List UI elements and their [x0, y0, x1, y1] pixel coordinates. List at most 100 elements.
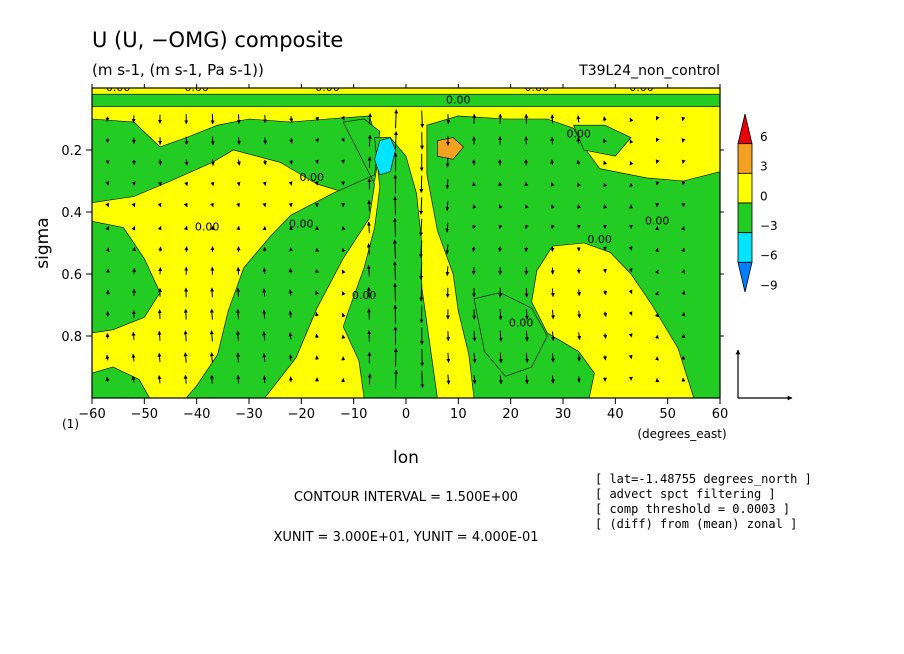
- vector-161: [418, 218, 423, 237]
- note-line-4: [ (diff) from (mean) zonal ]: [595, 517, 797, 531]
- vector-45: [184, 246, 189, 252]
- vector-231: [551, 331, 556, 341]
- vector-192: [472, 330, 477, 342]
- y-tick-label-0: 0.2: [61, 144, 82, 159]
- x-axis: −60 −50 −40 −30 −20 −10 0 10 20 30 40 50 60: [78, 84, 728, 422]
- vector-283: [654, 334, 659, 339]
- y-axis-label: sigma: [33, 217, 53, 268]
- vector-270: [628, 333, 633, 338]
- x-tick-label-3: −30: [235, 407, 262, 422]
- vector-107: [314, 181, 319, 186]
- vector-292: [681, 247, 685, 253]
- vector-61: [209, 308, 214, 320]
- colorbar-seg-4: [737, 232, 753, 263]
- vector-25: [131, 375, 136, 383]
- vector-50: [183, 352, 188, 363]
- region-7: [473, 292, 548, 377]
- vector-254: [602, 268, 607, 274]
- vector-42: [184, 181, 189, 187]
- vector-266: [628, 246, 633, 251]
- vector-194: [472, 375, 477, 384]
- vector-104: [315, 116, 320, 122]
- vector-197: [497, 158, 502, 166]
- vector-250: [603, 182, 608, 188]
- vector-248: [602, 138, 607, 143]
- vector-150: [392, 261, 397, 281]
- colorbar-seg-5: [737, 261, 753, 293]
- contour-label-10: 0.00: [566, 128, 591, 141]
- vector-219: [524, 352, 529, 363]
- vector-163: [419, 262, 424, 280]
- x-tick-label-12: 60: [712, 407, 729, 422]
- vector-41: [184, 159, 189, 166]
- vector-64: [209, 374, 214, 384]
- vector-151: [393, 282, 398, 302]
- vector-19: [131, 246, 136, 252]
- vector-236: [576, 159, 581, 165]
- vector-28: [158, 159, 163, 166]
- note-line-1: [ lat=-1.48755 degrees_north ]: [595, 472, 812, 486]
- vector-217: [524, 309, 529, 320]
- vector-69: [236, 202, 240, 208]
- vector-38: [157, 375, 162, 384]
- vector-30: [157, 202, 162, 208]
- colorbar-label-0: 6: [760, 130, 768, 144]
- vector-24: [131, 353, 136, 362]
- vector-87: [262, 309, 267, 319]
- vector-198: [498, 181, 503, 187]
- vector-199: [498, 204, 503, 209]
- vector-63: [209, 352, 214, 363]
- vector-131: [367, 134, 372, 147]
- vector-80: [262, 159, 267, 166]
- region-4: [185, 118, 381, 398]
- vector-210: [524, 159, 529, 166]
- vector-49: [183, 330, 188, 342]
- vector-6: [105, 247, 110, 252]
- vector-65: [236, 114, 241, 125]
- vector-156: [420, 110, 425, 128]
- vector-223: [550, 159, 555, 166]
- vector-162: [418, 240, 423, 259]
- vector-280: [654, 269, 659, 274]
- vector-142: [367, 373, 372, 386]
- x-tick-label-9: 30: [555, 407, 572, 422]
- contour-label-11: 0.00: [587, 233, 612, 246]
- vector-66: [236, 136, 241, 145]
- x-tick-label-7: 10: [450, 407, 467, 422]
- vector-235: [576, 137, 581, 144]
- vector-77: [236, 374, 241, 384]
- colorbar-label-4: −6: [760, 249, 778, 263]
- vector-149: [392, 239, 397, 259]
- vector-273: [655, 115, 660, 121]
- vector-218: [524, 330, 529, 342]
- x-tick-label-8: 20: [502, 407, 519, 422]
- vector-130: [367, 113, 372, 125]
- vector-102: [288, 354, 293, 361]
- vector-251: [603, 204, 608, 209]
- vector-188: [471, 246, 476, 253]
- x-tick-label-0: −60: [78, 407, 105, 422]
- vector-234: [576, 115, 581, 123]
- vector-295: [681, 312, 686, 317]
- vector-124: [341, 269, 346, 275]
- contour-label-1: 0.00: [184, 81, 209, 94]
- vector-204: [498, 308, 503, 320]
- x-tick-label-6: 0: [402, 407, 410, 422]
- vector-249: [603, 160, 608, 166]
- colorbar-label-3: −3: [760, 219, 778, 233]
- vector-0: [105, 116, 110, 122]
- vector-106: [314, 159, 319, 164]
- vector-282: [654, 312, 659, 318]
- vector-139: [366, 308, 371, 320]
- contour-label-8: 0.00: [289, 218, 314, 231]
- vector-100: [288, 310, 293, 318]
- vector-7: [105, 268, 110, 273]
- vector-86: [262, 288, 267, 297]
- vector-242: [577, 289, 581, 297]
- vector-54: [210, 159, 215, 166]
- vector-16: [131, 181, 136, 186]
- vector-29: [157, 181, 162, 187]
- contour-label-3: 0.00: [446, 94, 471, 107]
- y-tick-label-2: 0.6: [61, 268, 82, 283]
